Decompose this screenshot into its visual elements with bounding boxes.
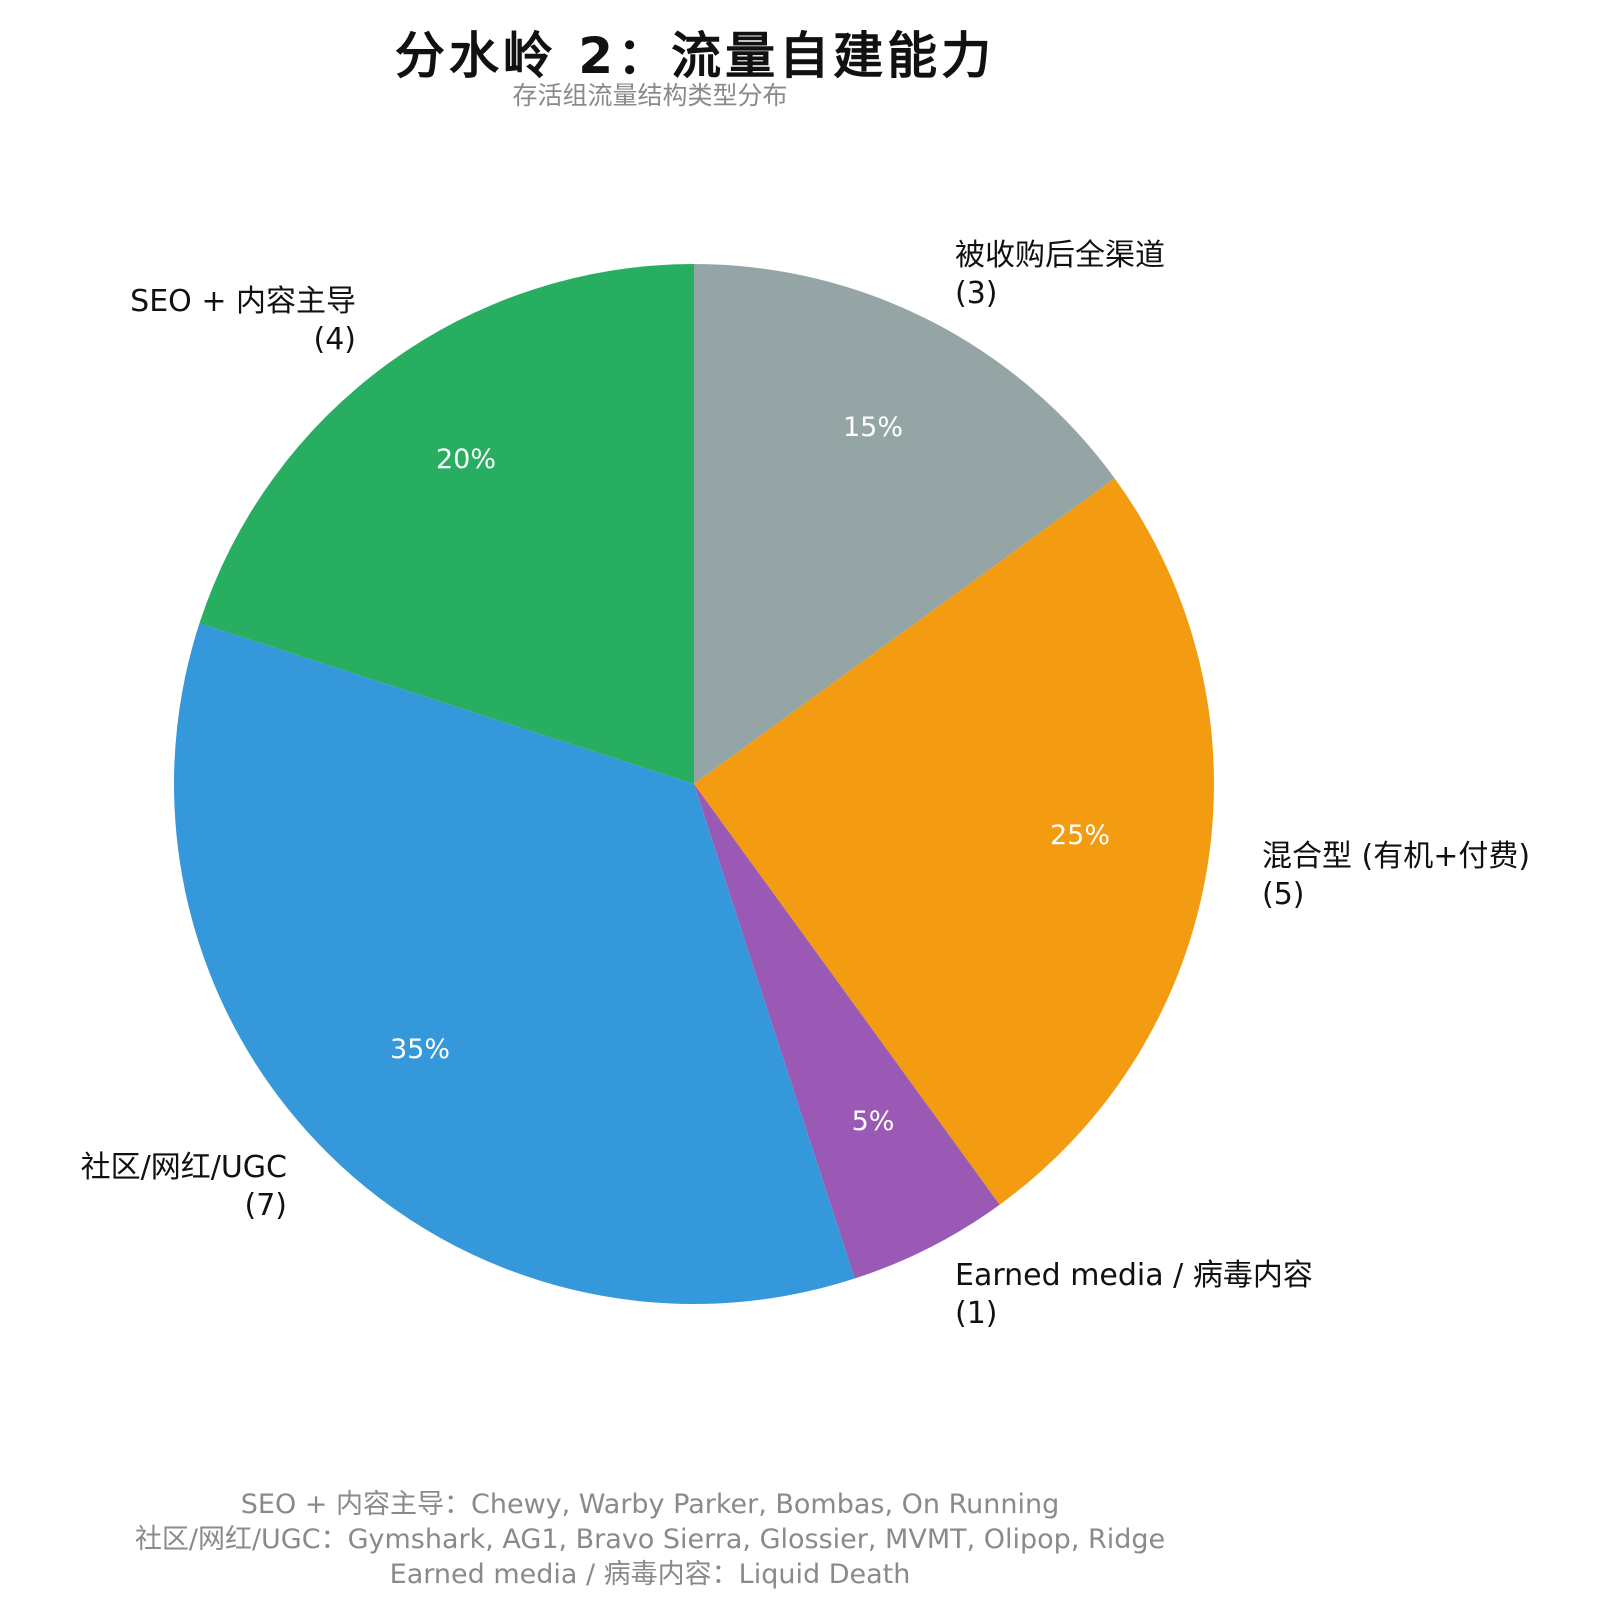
footnote-line: SEO + 内容主导：Chewy, Warby Parker, Bombas, … bbox=[240, 1489, 1060, 1520]
pie-slice bbox=[173, 623, 855, 1304]
footnote-line: Earned media / 病毒内容：Liquid Death bbox=[389, 1559, 911, 1590]
footnote-line: 社区/网红/UGC：Gymshark, AG1, Bravo Sierra, G… bbox=[134, 1524, 1166, 1555]
pie-slice bbox=[199, 264, 694, 784]
slice-count-label: (5) bbox=[1262, 877, 1305, 912]
pie-slice bbox=[694, 478, 1214, 1205]
slice-category-label: 被收购后全渠道 bbox=[955, 238, 1165, 273]
pie-slice bbox=[694, 784, 1000, 1279]
slice-count-label: (7) bbox=[245, 1188, 288, 1223]
slice-percent-label: 15% bbox=[843, 412, 903, 443]
chart-title: 分水岭 2：流量自建能力 bbox=[394, 27, 996, 85]
slice-count-label: (1) bbox=[955, 1296, 998, 1331]
footnotes: SEO + 内容主导：Chewy, Warby Parker, Bombas, … bbox=[0, 1487, 1300, 1592]
slice-percent-label: 20% bbox=[436, 444, 496, 475]
slice-percent-label: 5% bbox=[852, 1106, 895, 1137]
slice-category-label: 社区/网红/UGC bbox=[81, 1150, 287, 1185]
slice-count-label: (4) bbox=[314, 322, 357, 357]
pie-slice bbox=[694, 264, 1115, 784]
slice-category-label: Earned media / 病毒内容 bbox=[955, 1258, 1313, 1293]
chart-subtitle: 存活组流量结构类型分布 bbox=[512, 81, 788, 110]
slice-count-label: (3) bbox=[955, 276, 998, 311]
slice-category-label: 混合型 (有机+付费) bbox=[1262, 839, 1530, 874]
slice-percent-label: 35% bbox=[390, 1034, 450, 1065]
slice-category-label: SEO + 内容主导 bbox=[130, 284, 356, 319]
slice-percent-label: 25% bbox=[1050, 820, 1110, 851]
